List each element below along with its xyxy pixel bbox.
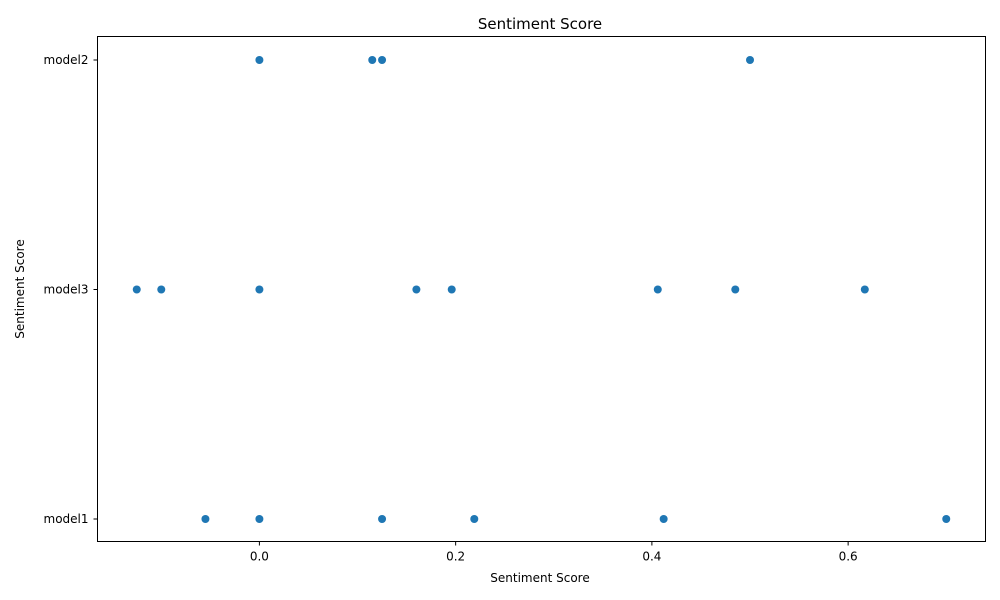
scatter-point bbox=[860, 285, 869, 294]
scatter-point bbox=[255, 285, 264, 294]
scatter-point bbox=[255, 515, 264, 523]
scatter-point bbox=[201, 515, 210, 523]
x-tick-label: 0.0 bbox=[250, 550, 269, 564]
scatter-point bbox=[653, 285, 662, 294]
y-axis-label: Sentiment Score bbox=[13, 239, 27, 338]
x-tick-label: 0.2 bbox=[446, 550, 465, 564]
x-axis: 0.0 0.2 0.4 0.6 bbox=[250, 541, 858, 564]
y-axis: model2 model3 model1 bbox=[44, 53, 98, 526]
scatter-point bbox=[470, 515, 479, 523]
scatter-point bbox=[412, 285, 421, 294]
x-axis-label: Sentiment Score bbox=[490, 571, 589, 585]
scatter-point bbox=[942, 515, 951, 523]
scatter-point bbox=[132, 285, 141, 294]
scatter-point bbox=[368, 56, 377, 64]
scatter-point bbox=[157, 285, 166, 294]
data-points bbox=[132, 56, 951, 523]
scatter-point bbox=[447, 285, 456, 294]
scatter-point bbox=[746, 56, 755, 64]
scatter-point bbox=[255, 56, 264, 64]
scatter-point bbox=[378, 515, 387, 523]
plot-frame bbox=[97, 36, 986, 542]
x-tick-label: 0.6 bbox=[839, 550, 858, 564]
x-tick-label: 0.4 bbox=[642, 550, 661, 564]
y-tick-label: model3 bbox=[44, 283, 89, 297]
chart-title: Sentiment Score bbox=[478, 15, 602, 33]
scatter-point bbox=[378, 56, 387, 64]
y-tick-label: model2 bbox=[44, 53, 89, 67]
y-tick-label: model1 bbox=[44, 512, 89, 526]
scatter-point bbox=[731, 285, 740, 294]
scatter-point bbox=[659, 515, 668, 523]
